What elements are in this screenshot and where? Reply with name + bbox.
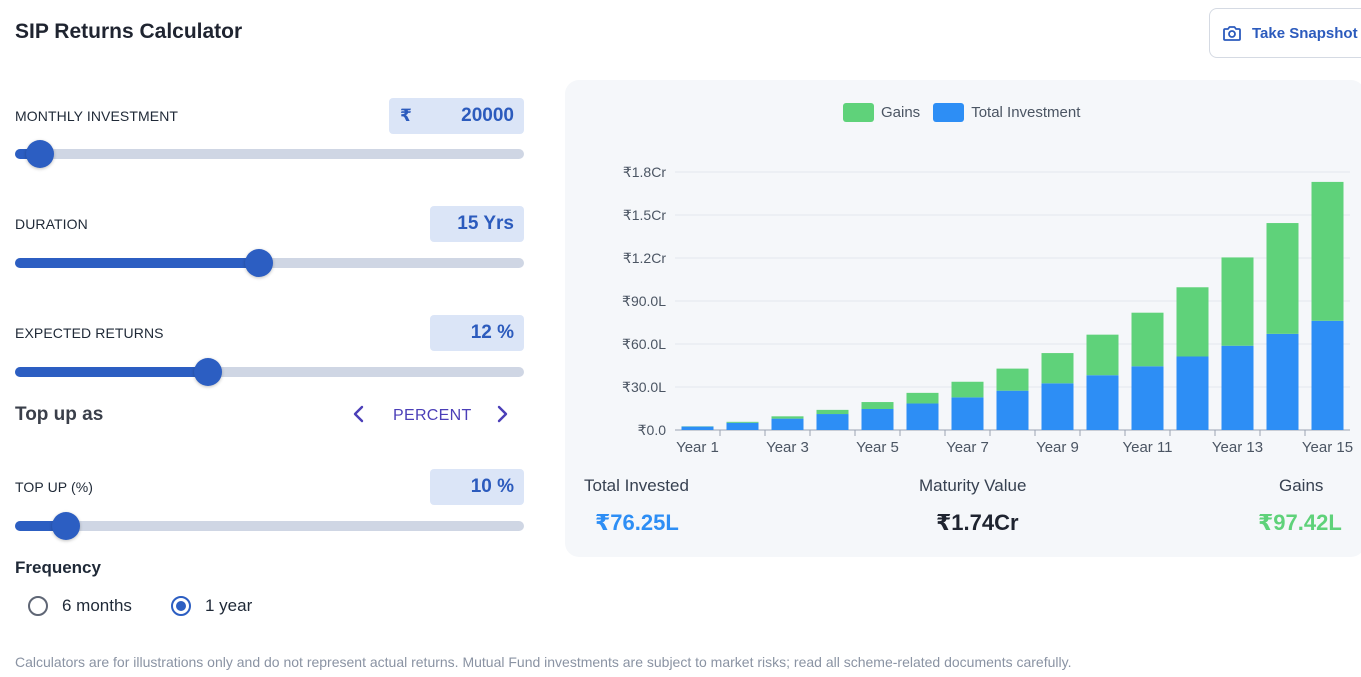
- bar-total-investment: [816, 414, 849, 430]
- page-title: SIP Returns Calculator: [15, 20, 243, 43]
- rupee-symbol: ₹: [400, 106, 412, 125]
- duration-slider[interactable]: [15, 249, 524, 277]
- expected-returns-label: EXPECTED RETURNS: [15, 325, 164, 341]
- y-tick-label: ₹60.0L: [622, 336, 666, 352]
- radio-1-year[interactable]: [171, 596, 191, 616]
- legend-label-gains: Gains: [881, 104, 921, 121]
- frequency-option-1-year[interactable]: 1 year: [171, 596, 252, 616]
- x-tick-label: Year 7: [946, 439, 989, 456]
- bar-total-investment: [726, 422, 759, 430]
- y-tick-label: ₹90.0L: [622, 293, 666, 309]
- camera-icon: [1222, 23, 1242, 43]
- legend-swatch-total-investment: [933, 103, 965, 122]
- x-tick-label: Year 15: [1302, 439, 1353, 456]
- bar-gains: [906, 392, 939, 404]
- y-tick-label: ₹0.0: [638, 422, 667, 438]
- x-tick-label: Year 9: [1036, 439, 1079, 456]
- y-tick-label: ₹1.5Cr: [623, 207, 666, 223]
- bar-gains: [996, 368, 1029, 391]
- topup-percent-input[interactable]: 10 %: [430, 469, 524, 505]
- radio-6-months-label: 6 months: [62, 596, 132, 615]
- bar-gains: [1086, 334, 1119, 376]
- bar-total-investment: [1221, 345, 1254, 430]
- duration-input[interactable]: 15 Yrs: [430, 206, 524, 242]
- maturity-value-amount: ₹1.74Cr: [936, 510, 1019, 535]
- y-tick-label: ₹1.8Cr: [623, 164, 666, 180]
- duration-value: 15 Yrs: [457, 213, 514, 234]
- slider-thumb[interactable]: [26, 140, 55, 168]
- bar-total-investment: [861, 409, 894, 430]
- bar-total-investment: [771, 418, 804, 430]
- legend-label-total-investment: Total Investment: [971, 104, 1081, 121]
- bar-total-investment: [1266, 333, 1299, 430]
- legend-swatch-gains: [843, 103, 874, 122]
- bar-gains: [951, 381, 984, 398]
- maturity-value-label: Maturity Value: [919, 476, 1027, 495]
- bar-total-investment: [1176, 356, 1209, 430]
- frequency-label: Frequency: [15, 558, 101, 577]
- x-tick-label: Year 13: [1212, 439, 1263, 456]
- gains-label: Gains: [1279, 476, 1324, 495]
- frequency-option-6-months[interactable]: 6 months: [28, 596, 132, 616]
- chevron-left-icon[interactable]: [352, 402, 366, 432]
- duration-label: DURATION: [15, 216, 88, 232]
- radio-1-year-label: 1 year: [205, 596, 253, 615]
- bar-total-investment: [1041, 383, 1074, 430]
- bar-total-investment: [1131, 366, 1164, 430]
- x-tick-label: Year 11: [1122, 439, 1172, 456]
- slider-thumb[interactable]: [245, 249, 274, 277]
- chart-legend: Gains Total Investment: [843, 103, 1080, 122]
- total-invested-label: Total Invested: [584, 476, 689, 495]
- x-tick-label: Year 3: [766, 439, 809, 456]
- bar-gains: [1266, 223, 1299, 334]
- topup-type-value: PERCENT: [393, 407, 472, 424]
- topup-as-label: Top up as: [15, 404, 104, 425]
- monthly-investment-slider[interactable]: [15, 140, 524, 168]
- chevron-right-icon[interactable]: [495, 402, 509, 432]
- x-tick-label: Year 1: [676, 439, 719, 456]
- bar-gains: [861, 402, 894, 410]
- bar-total-investment: [906, 403, 939, 430]
- sip-growth-chart: ₹0.0 ₹30.0L ₹60.0L ₹90.0L ₹1.2Cr ₹1.5Cr ₹1.8Cr…: [622, 164, 1353, 456]
- bar-total-investment: [951, 397, 984, 430]
- bar-gains: [1311, 181, 1344, 321]
- expected-returns-slider[interactable]: [15, 358, 524, 386]
- bar-total-investment: [681, 426, 714, 430]
- disclaimer-text: Calculators are for illustrations only a…: [15, 654, 1072, 670]
- bar-gains: [1221, 257, 1254, 346]
- bar-gains: [771, 416, 804, 419]
- bar-gains: [726, 421, 759, 423]
- monthly-investment-input[interactable]: ₹ 20000: [389, 98, 524, 134]
- slider-thumb[interactable]: [194, 358, 223, 386]
- slider-fill: [15, 367, 209, 377]
- topup-percent-label: TOP UP (%): [15, 479, 94, 495]
- gains-value: ₹97.42L: [1258, 510, 1342, 535]
- slider-fill: [15, 521, 66, 531]
- total-invested-value: ₹76.25L: [595, 510, 679, 535]
- bar-gains: [1131, 312, 1164, 367]
- bar-gains: [816, 409, 849, 415]
- x-tick-label: Year 5: [856, 439, 899, 456]
- slider-thumb[interactable]: [51, 512, 80, 540]
- monthly-investment-label: MONTHLY INVESTMENT: [15, 108, 179, 124]
- slider-fill: [15, 258, 260, 268]
- radio-6-months[interactable]: [28, 596, 48, 616]
- y-tick-label: ₹30.0L: [622, 379, 666, 395]
- take-snapshot-label: Take Snapshot: [1252, 24, 1358, 42]
- topup-percent-slider[interactable]: [15, 512, 524, 540]
- y-tick-label: ₹1.2Cr: [623, 250, 666, 266]
- bar-total-investment: [1086, 375, 1119, 430]
- topup-percent-value: 10 %: [470, 476, 514, 497]
- bar-gains: [1041, 353, 1074, 384]
- bar-gains: [1176, 287, 1209, 357]
- monthly-investment-value: 20000: [461, 105, 514, 126]
- take-snapshot-button[interactable]: Take Snapshot: [1209, 8, 1361, 58]
- bar-total-investment: [996, 390, 1029, 430]
- bar-total-investment: [1311, 320, 1344, 430]
- expected-returns-input[interactable]: 12 %: [430, 315, 524, 351]
- expected-returns-value: 12 %: [470, 322, 514, 343]
